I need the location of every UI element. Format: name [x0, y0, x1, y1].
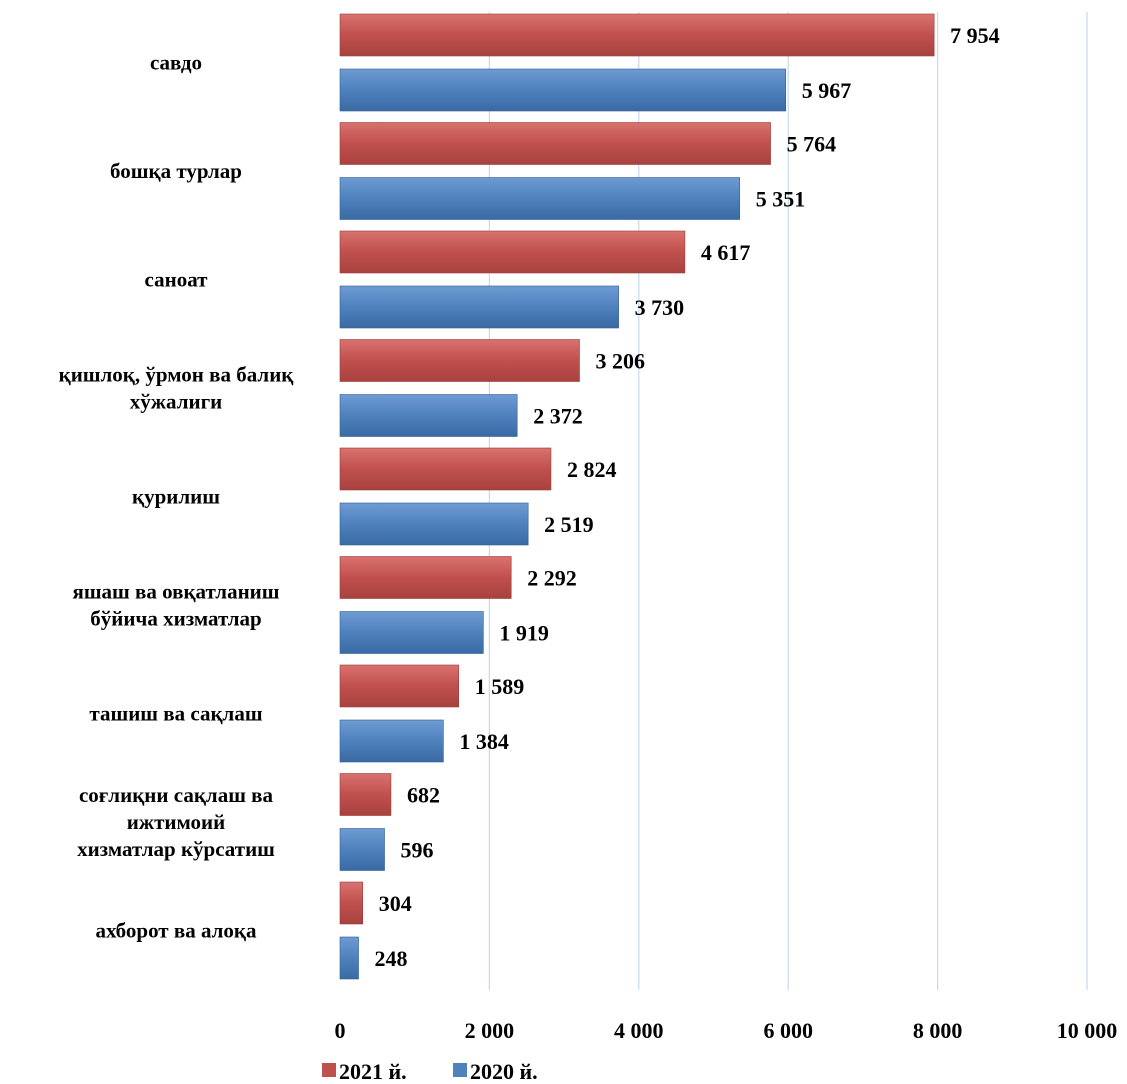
bar — [339, 447, 552, 491]
data-label: 5 764 — [787, 132, 837, 157]
data-label: 682 — [407, 783, 440, 808]
category-label-line: савдо — [150, 51, 202, 75]
x-tick-label: 8 000 — [913, 1018, 963, 1043]
bar — [339, 664, 459, 708]
legend-label: 2020 й. — [470, 1059, 538, 1084]
x-tick-label: 6 000 — [763, 1018, 813, 1043]
data-label: 596 — [401, 838, 434, 863]
data-label: 1 919 — [499, 621, 549, 646]
data-label: 2 824 — [567, 457, 617, 482]
data-label: 1 589 — [475, 674, 525, 699]
x-tick-label: 4 000 — [614, 1018, 664, 1043]
data-label: 3 206 — [595, 349, 645, 374]
legend-label: 2021 й. — [339, 1059, 407, 1084]
category-label-line: яшаш ва овқатланиш — [72, 580, 279, 604]
bars — [339, 13, 935, 980]
category-label: савдо — [150, 51, 202, 75]
category-label-line: ташиш ва сақлаш — [89, 702, 262, 726]
data-label: 2 372 — [533, 404, 583, 429]
category-label-line: хўжалиги — [130, 390, 222, 414]
bar — [339, 773, 392, 816]
category-label-line: қурилиш — [132, 485, 220, 509]
bar — [339, 68, 787, 112]
category-label: яшаш ва овқатланиш бўйича хизматлар — [72, 580, 279, 631]
bar — [339, 285, 619, 329]
category-label-line: бошқа турлар — [110, 159, 242, 183]
bar — [339, 230, 686, 274]
category-label-line: ижтимоий — [127, 810, 225, 834]
data-label: 2 292 — [527, 566, 577, 591]
data-label: 7 954 — [950, 23, 1000, 48]
data-label: 1 384 — [459, 729, 509, 754]
category-label-line: ахборот ва алоқа — [95, 919, 257, 943]
gridlines — [488, 12, 1088, 990]
data-label: 5 967 — [802, 78, 852, 103]
bar — [339, 13, 935, 57]
bar — [339, 936, 359, 980]
bar — [339, 122, 771, 165]
bar — [339, 881, 364, 925]
value-labels: 7 954 5 967 5 764 5 351 4 617 3 730 3 206 2 372… — [375, 23, 1000, 971]
bar — [339, 177, 741, 220]
category-label-line: саноат — [145, 268, 209, 292]
bar — [339, 719, 444, 763]
data-label: 3 730 — [635, 295, 685, 320]
category-label: соғлиқни сақлаш ва ижтимоий хизматлар кўрс… — [77, 783, 275, 861]
x-tick-label: 10 000 — [1057, 1018, 1118, 1043]
x-tick-label: 0 — [335, 1018, 346, 1043]
data-label: 4 617 — [701, 240, 751, 265]
category-label: қишлоқ, ўрмон ва балиқ хўжалиги — [59, 363, 295, 414]
category-label: ахборот ва алоқа — [95, 919, 257, 943]
category-label-line: бўйича хизматлар — [90, 607, 261, 631]
data-label: 304 — [379, 891, 412, 916]
category-label-line: қишлоқ, ўрмон ва балиқ — [59, 363, 295, 387]
legend: 2021 й. 2020 й. — [322, 1059, 538, 1084]
bar — [339, 502, 529, 546]
bar — [339, 394, 518, 437]
category-label: қурилиш — [132, 485, 220, 509]
data-label: 5 351 — [756, 187, 806, 212]
category-label-line: соғлиқни сақлаш ва — [79, 783, 274, 807]
x-axis-tick-labels: 0 2 000 4 000 6 000 8 000 10 000 — [335, 1018, 1118, 1043]
bar — [339, 828, 385, 871]
category-label: ташиш ва сақлаш — [89, 702, 262, 726]
x-tick-label: 2 000 — [465, 1018, 515, 1043]
bar — [339, 556, 512, 599]
data-label: 248 — [375, 946, 408, 971]
bar — [339, 339, 580, 382]
bar — [339, 611, 484, 654]
legend-swatch — [453, 1063, 467, 1077]
category-labels: савдо бошқа турлар саноат қишлоқ, ўрмон ва … — [59, 51, 295, 943]
data-label: 2 519 — [544, 512, 594, 537]
category-label-line: хизматлар кўрсатиш — [77, 837, 275, 861]
category-label: бошқа турлар — [110, 159, 242, 183]
category-label: саноат — [145, 268, 209, 292]
legend-swatch — [322, 1063, 336, 1077]
